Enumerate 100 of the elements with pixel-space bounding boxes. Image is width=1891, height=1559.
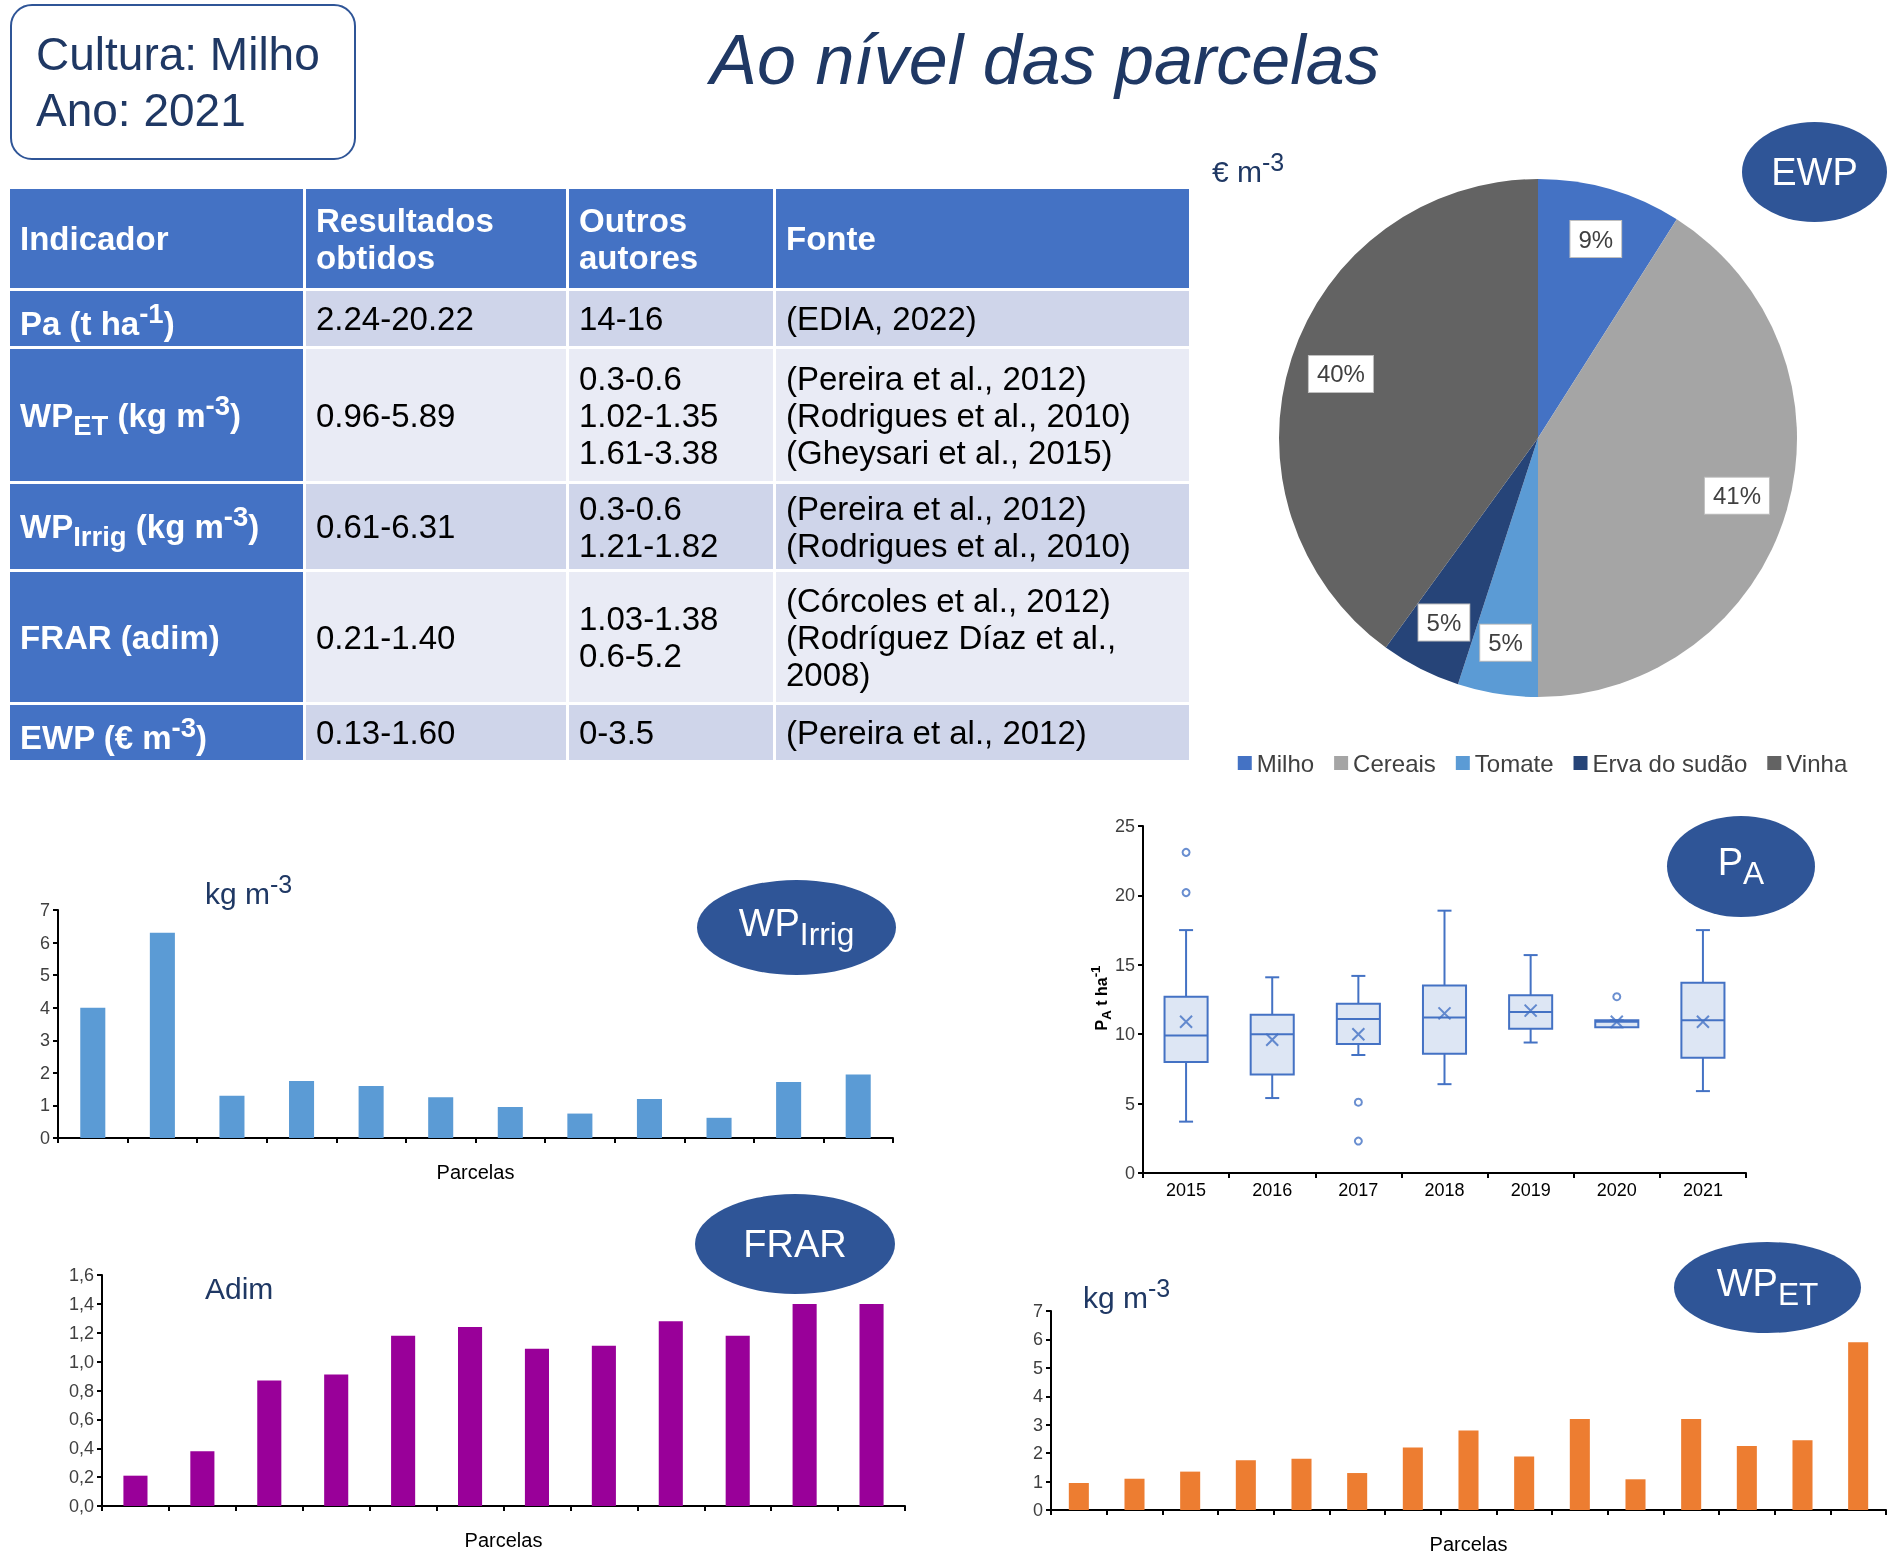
data-label: 9% [1578,225,1614,253]
bar [428,1097,454,1138]
text: Cultura: Milho Ano: 2021 [10,4,356,160]
y-tick-label: 5 [1124,1093,1135,1114]
bar [1625,1479,1646,1510]
x-tick-label: 2015 [1166,1180,1207,1200]
category-label: Outros autores [567,187,775,290]
chart-title: WP$_{Irrig}$ [738,902,855,953]
bar [1458,1430,1479,1510]
text: P$_{A}$ [1717,841,1765,892]
y-tick-label: 1 [1032,1471,1043,1492]
text: WP$_{ET}$ (kg m$^{-3}$) [20,389,241,441]
bar [524,1348,549,1506]
bar [725,1335,750,1506]
bar [792,1303,817,1506]
category-label: Resultados obtidos [304,187,568,290]
text: Pa (t ha$^{-1}$) [20,298,175,342]
bar [358,1085,384,1138]
y-tick-label: 4 [39,997,50,1018]
bar [1235,1460,1256,1510]
category-label: Fonte [774,187,1191,290]
bar [1792,1440,1813,1510]
bar [257,1380,282,1506]
bar [1180,1471,1201,1510]
chart-title: FRAR [743,1222,847,1266]
text: (Pereira et al., 2012) (Rodrigues et al., 2010) (Gheysari et al., 2015) [786,359,1131,471]
y-tick-label: 3 [1032,1414,1043,1435]
x-axis-title: Parcelas [464,1529,543,1551]
y-tick-label: 5 [39,965,50,986]
chart-subtitle: € m$^{-3}$ [1212,148,1285,189]
bar [1569,1419,1590,1510]
legend-label: Vinha [1786,749,1848,777]
text: 0.3-0.6 1.02-1.35 1.61-3.38 [579,359,719,471]
y-tick-label: 1,0 [68,1351,94,1372]
text: 0-3.5 [579,714,655,751]
y-tick-label: 1,2 [68,1322,94,1343]
text: 14-16 [579,300,664,337]
text: 0.21-1.40 [316,618,456,656]
bar [591,1345,616,1506]
category-label: Indicador [8,187,305,290]
bar [776,1081,802,1138]
legend-label: Milho [1256,749,1315,777]
y-tick-label: 6 [1032,1329,1043,1350]
chart-title: EWP [1771,150,1858,194]
x-tick-label: 2019 [1510,1180,1551,1200]
text: EWP (€ m$^{-3}$) [20,712,208,756]
legend-label: Erva do sudão [1592,749,1748,777]
text: 0.13-1.60 [316,714,456,751]
bar [391,1335,416,1506]
y-tick-label: 15 [1114,954,1135,975]
text: Ao nível das parcelas [706,20,1381,100]
bar [1068,1482,1089,1510]
y-tick-label: 3 [39,1030,50,1051]
bar [859,1303,884,1506]
bar [1514,1456,1535,1510]
bar [1124,1478,1145,1510]
x-tick-label: 2020 [1596,1180,1637,1200]
y-tick-label: 1 [39,1095,50,1116]
bar [458,1326,483,1506]
text: (Córcoles et al., 2012) (Rodríguez Díaz et al., 2008) [786,581,1117,693]
text: (EDIA, 2022) [786,300,977,337]
bar [149,932,175,1138]
legend-label: Cereais [1353,749,1436,777]
bar [1347,1473,1368,1510]
x-tick-label: 2017 [1338,1180,1379,1200]
bar [190,1451,215,1506]
y-tick-label: 4 [1032,1386,1043,1407]
y-tick-label: 0 [39,1128,50,1148]
bar [219,1095,245,1138]
y-tick-label: 1,6 [68,1265,94,1285]
bar [1291,1458,1312,1510]
text: 1.03-1.38 0.6-5.2 [579,600,719,674]
bar [845,1074,871,1138]
y-tick-label: 0 [1032,1500,1043,1520]
data-label: 41% [1712,482,1761,510]
text: (Pereira et al., 2012) (Rodrigues et al., 2010) [786,489,1131,564]
y-tick-label: 0,2 [68,1467,94,1488]
data-label: 5% [1426,609,1462,637]
text: 0.3-0.6 1.21-1.82 [579,489,719,564]
y-tick-label: 7 [1032,1301,1043,1321]
y-tick-label: 20 [1114,885,1135,906]
x-tick-label: 2016 [1252,1180,1293,1200]
y-tick-label: 0,0 [68,1496,94,1516]
bar [706,1117,732,1138]
data-label: 5% [1488,629,1523,657]
x-tick-label: 2021 [1682,1180,1723,1200]
text: (Pereira et al., 2012) [786,714,1087,751]
bar [1736,1446,1757,1510]
text: 0.96-5.89 [316,396,456,434]
y-tick-label: 1,4 [68,1293,94,1314]
y-tick-label: 5 [1032,1357,1043,1378]
data-label: 40% [1316,360,1365,388]
x-axis-title: Parcelas [1429,1533,1508,1555]
x-tick-label: 2018 [1424,1180,1465,1200]
bar [289,1081,315,1138]
bar [1681,1419,1702,1510]
y-tick-label: 7 [39,900,50,920]
bar [324,1374,349,1506]
y-axis-title: kg m$^{-3}$ [205,870,293,911]
y-axis-title: kg m$^{-3}$ [1083,1274,1171,1315]
